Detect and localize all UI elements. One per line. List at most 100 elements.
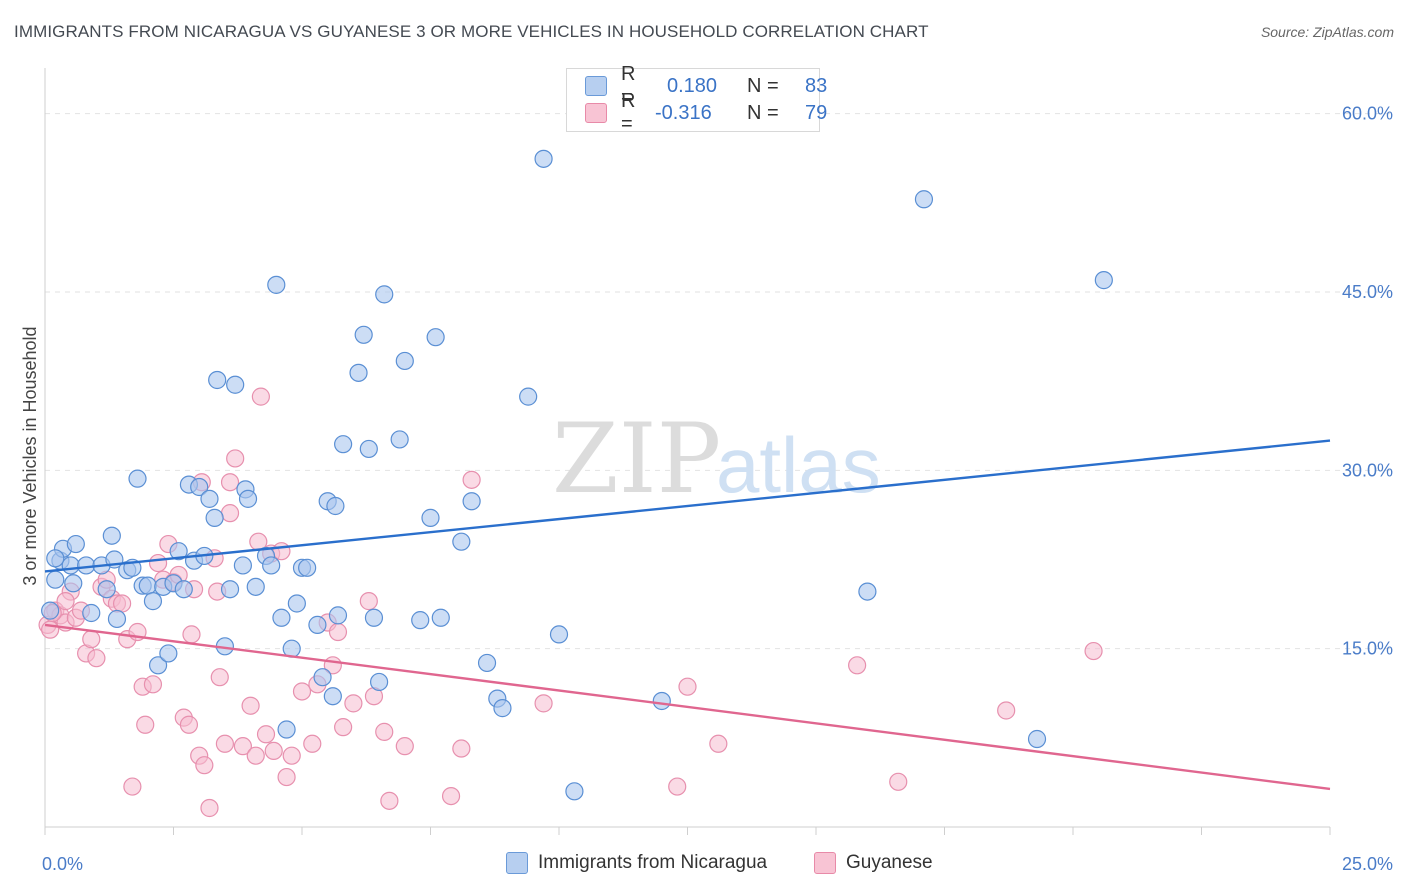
point-guyanese <box>56 592 75 611</box>
point-guyanese <box>143 675 163 694</box>
point-nicaragua <box>395 351 414 371</box>
point-nicaragua <box>1027 729 1047 749</box>
point-nicaragua <box>326 496 345 516</box>
point-guyanese <box>395 737 414 756</box>
watermark-zip: ZIP <box>552 403 721 515</box>
trend-line-nicaragua <box>44 439 1331 573</box>
point-guyanese <box>328 622 348 642</box>
point-nicaragua <box>328 606 348 625</box>
point-nicaragua <box>64 574 83 593</box>
legend-item-nicaragua: Immigrants from Nicaragua <box>506 852 767 874</box>
point-nicaragua <box>914 190 934 209</box>
point-nicaragua <box>169 542 188 561</box>
point-nicaragua <box>277 720 296 739</box>
series-guyanese <box>38 387 1103 818</box>
point-nicaragua <box>364 608 384 627</box>
point-nicaragua <box>190 477 209 497</box>
point-nicaragua <box>858 582 877 601</box>
legend-swatch-blue <box>506 852 528 874</box>
y-axis-label: 3 or more Vehicles in Household <box>20 326 40 585</box>
x-tick-label: 25.0% <box>1342 854 1393 874</box>
point-nicaragua <box>226 375 245 394</box>
legend-item-guyanese: Guyanese <box>814 852 933 874</box>
point-guyanese <box>1084 641 1103 661</box>
point-nicaragua <box>477 653 497 673</box>
point-guyanese <box>241 696 260 715</box>
point-nicaragua <box>308 615 327 634</box>
point-nicaragua <box>61 556 80 575</box>
point-guyanese <box>246 746 265 765</box>
point-guyanese <box>41 620 60 639</box>
point-guyanese <box>678 677 697 696</box>
stats-legend: R = 0.180 N = 83 R = -0.316 N = 79 <box>566 63 827 135</box>
axes <box>44 68 1331 835</box>
point-nicaragua <box>97 580 116 599</box>
point-nicaragua <box>46 549 65 568</box>
point-guyanese <box>668 777 687 796</box>
legend-swatch-blue <box>585 76 607 96</box>
legend-r-label: R = <box>621 63 636 108</box>
point-guyanese <box>282 746 301 765</box>
point-nicaragua <box>287 594 306 613</box>
point-nicaragua <box>431 608 450 627</box>
point-nicaragua <box>148 656 168 675</box>
point-nicaragua <box>375 285 394 304</box>
point-guyanese <box>210 668 229 687</box>
point-nicaragua <box>359 439 378 459</box>
trend-lines <box>44 439 1331 791</box>
point-nicaragua <box>349 363 368 382</box>
point-guyanese <box>889 772 908 791</box>
point-nicaragua <box>208 370 227 390</box>
point-guyanese <box>148 553 168 573</box>
point-guyanese <box>534 694 553 713</box>
point-nicaragua <box>421 508 440 527</box>
point-guyanese <box>220 504 240 523</box>
legend-r-value: 0.180 <box>667 74 718 97</box>
point-guyanese <box>251 387 270 406</box>
point-nicaragua <box>233 556 252 575</box>
legend-n-value: 79 <box>805 101 828 124</box>
legend-row-guyanese: R = -0.316 N = 79 <box>585 90 828 135</box>
point-guyanese <box>82 630 101 649</box>
point-nicaragua <box>549 625 569 644</box>
point-guyanese <box>256 725 276 744</box>
point-nicaragua <box>411 611 430 630</box>
point-guyanese <box>264 741 283 761</box>
y-tick-label: 60.0% <box>1342 104 1393 124</box>
point-guyanese <box>452 739 471 758</box>
point-guyanese <box>303 734 322 753</box>
point-nicaragua <box>519 387 538 406</box>
y-tick-label: 30.0% <box>1342 460 1393 480</box>
point-nicaragua <box>262 556 281 575</box>
point-guyanese <box>182 625 201 644</box>
point-nicaragua <box>46 570 65 589</box>
point-nicaragua <box>267 275 286 294</box>
point-guyanese <box>441 786 461 806</box>
point-nicaragua <box>313 668 332 687</box>
legend-r-value: -0.316 <box>655 101 712 124</box>
point-nicaragua <box>66 534 85 554</box>
point-nicaragua <box>82 603 101 623</box>
series-nicaragua <box>41 149 1113 801</box>
point-guyanese <box>334 718 353 737</box>
x-tick-label: 0.0% <box>42 854 83 874</box>
point-nicaragua <box>298 558 317 577</box>
point-nicaragua <box>200 489 219 508</box>
chart-title: IMMIGRANTS FROM NICARAGUA VS GUYANESE 3 … <box>14 22 929 41</box>
point-guyanese <box>215 734 234 753</box>
y-tick-label: 15.0% <box>1342 639 1393 659</box>
point-nicaragua <box>354 325 373 344</box>
legend-n-label: N = <box>747 101 779 124</box>
legend-swatch-pink <box>585 103 607 123</box>
point-guyanese <box>226 449 245 468</box>
point-guyanese <box>195 756 214 775</box>
point-nicaragua <box>238 489 258 508</box>
legend-label: Immigrants from Nicaragua <box>538 852 768 873</box>
point-guyanese <box>709 734 728 753</box>
point-nicaragua <box>462 492 481 511</box>
point-guyanese <box>344 694 363 713</box>
point-nicaragua <box>143 592 163 611</box>
gridlines <box>45 113 1392 650</box>
point-guyanese <box>233 737 252 756</box>
